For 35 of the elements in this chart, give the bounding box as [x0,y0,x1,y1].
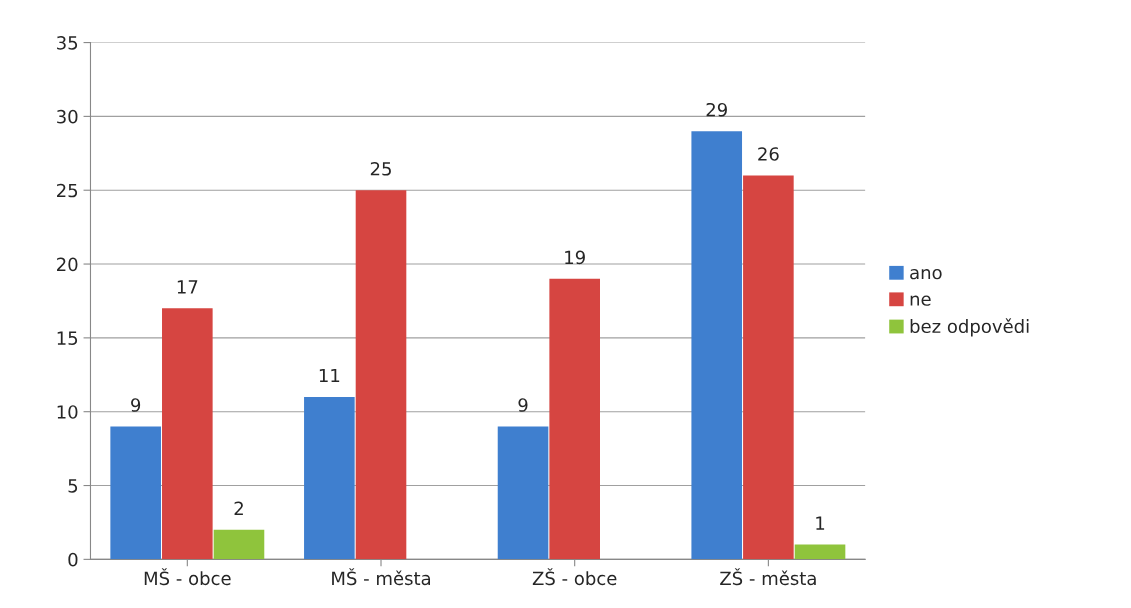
y-tick-label: 15 [57,331,78,345]
bar [691,131,743,560]
x-tick-label: ZŠ - města [720,568,816,586]
y-tick-label: 10 [57,405,78,419]
bar [743,175,794,560]
legend-label: bez odpovědi [910,318,1029,337]
data-label: 29 [706,102,727,117]
y-tick-label: 35 [57,36,78,50]
bar [213,529,265,560]
data-label: 25 [370,161,391,176]
legend-label: ano [910,268,942,280]
y-tick-label: 5 [68,479,78,493]
data-label: 19 [565,250,585,265]
bar [304,396,355,560]
bar [110,426,161,560]
data-label: 2 [234,501,243,515]
bar [549,278,600,560]
x-tick-label: MŠ - města [332,568,431,586]
data-label: 26 [758,147,779,161]
bar [794,544,846,560]
data-label: 11 [319,368,340,383]
data-label: 1 [816,516,825,530]
bar [355,190,407,560]
x-tick-label: MŠ - obce [144,568,231,586]
legend-label: ne [910,295,931,306]
bar [162,308,213,560]
bar [497,426,549,560]
data-label: 9 [131,398,141,412]
y-tick-label: 20 [57,257,78,272]
data-label: 9 [518,398,528,412]
data-label: 17 [177,280,198,294]
y-tick-label: 25 [57,183,78,198]
x-tick-label: ZŠ - obce [532,568,617,586]
y-tick-label: 30 [57,109,78,124]
y-tick-label: 0 [68,552,78,567]
